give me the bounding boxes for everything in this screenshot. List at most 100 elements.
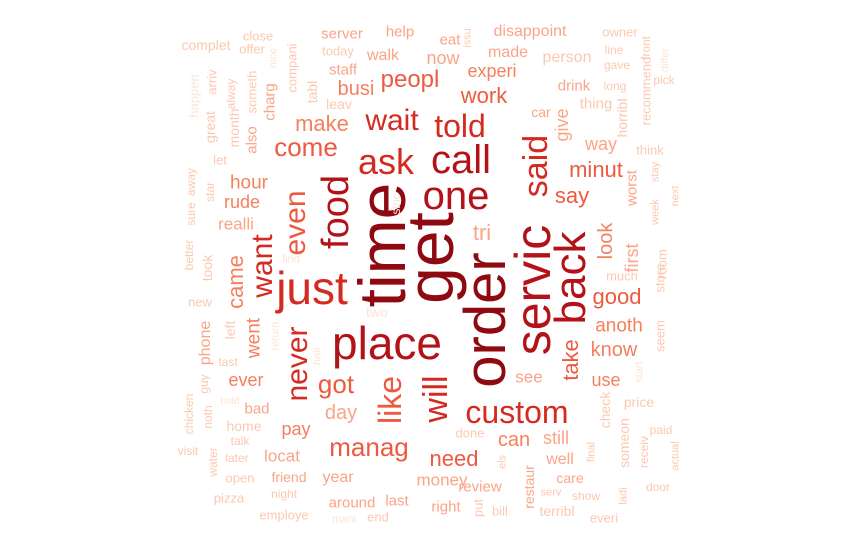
word-restaur: restaur [521, 465, 537, 509]
word-experi: experi [467, 61, 517, 81]
word-sinc: sinc [389, 193, 403, 215]
word-horribl: horribl [614, 98, 630, 138]
word-week: week [649, 199, 662, 225]
word-think: think [636, 142, 664, 158]
word-came: came [223, 255, 248, 309]
word-recommend: recommend [638, 56, 654, 126]
word-actual: actual [669, 441, 682, 471]
word-anoth: anoth [595, 315, 643, 337]
word-end: end [367, 509, 389, 525]
word-car: car [531, 104, 551, 120]
word-great: great [202, 111, 218, 143]
word-busi: busi [337, 78, 375, 100]
word-now: now [426, 48, 460, 68]
word-day: day [324, 402, 358, 424]
word-talk: talk [230, 434, 250, 448]
word-phone: phone [197, 320, 214, 366]
word-pizza: pizza [213, 490, 245, 506]
word-ever: ever [228, 370, 264, 390]
word-hair: hair [311, 346, 324, 366]
word-arriv: arriv [204, 69, 220, 95]
word-realli: realli [218, 214, 254, 234]
word-serv: serv [540, 486, 562, 499]
word-make: make [295, 111, 349, 136]
word-employe: employe [259, 507, 309, 523]
word-say: say [554, 183, 590, 208]
word-even: even [279, 190, 312, 256]
word-pay: pay [281, 419, 311, 439]
word-see: see [515, 367, 543, 387]
word-minut: minut [569, 157, 623, 182]
word-long: long [603, 79, 627, 93]
word-work: work [460, 83, 508, 108]
word-return: return [269, 321, 282, 351]
word-worst: worst [623, 170, 641, 206]
word-want: want [246, 234, 279, 298]
word-went: went [243, 317, 265, 359]
word-offer: offer [239, 41, 265, 57]
word-look: look [595, 222, 617, 260]
word-done: done [455, 425, 485, 441]
word-door: door [645, 480, 671, 494]
word-know: know [590, 339, 638, 361]
word-visit: visit [177, 444, 199, 458]
word-walk: walk [366, 47, 400, 64]
word-much: much [606, 268, 638, 284]
word-took: took [199, 254, 215, 282]
word-happen: happen [186, 74, 202, 118]
word-charg: charg [261, 83, 279, 121]
word-tast: tast [218, 355, 238, 369]
word-leav: leav [326, 96, 352, 112]
word-paid: paid [649, 423, 673, 437]
word-mani: mani [332, 513, 356, 526]
word-come: come [274, 132, 338, 162]
word-tabl: tabl [304, 80, 320, 104]
word-two: two [366, 304, 388, 320]
word-hour: hour [229, 172, 269, 194]
word-front: front [639, 35, 653, 61]
word-way: way [584, 134, 618, 154]
word-place: place [332, 317, 442, 369]
word-let: let [213, 152, 227, 168]
word-use: use [591, 370, 621, 390]
word-need: need [429, 446, 479, 471]
word-said: said [517, 134, 555, 198]
word-year: year [322, 469, 354, 486]
word-around: around [328, 494, 376, 512]
word-food: food [315, 175, 357, 249]
word-chicken: chicken [182, 393, 196, 435]
word-price: price [623, 394, 655, 410]
word-month: month [226, 108, 242, 148]
word-custom: custom [465, 394, 569, 430]
word-can: can [497, 429, 531, 451]
word-friend: friend [271, 469, 307, 485]
word-last: last [385, 492, 409, 510]
word-never: never [281, 326, 314, 402]
word-els: els [496, 454, 509, 470]
word-later: later [225, 451, 249, 465]
word-someth: someth [244, 70, 260, 114]
word-open: open [225, 470, 255, 486]
word-ladi: ladi [617, 487, 630, 505]
word-pick: pick [653, 73, 675, 87]
word-take: take [558, 339, 583, 381]
word-drink: drink [557, 77, 591, 95]
word-guy: guy [197, 374, 211, 394]
word-call: call [430, 138, 492, 182]
word-review: review [458, 478, 502, 496]
word-complet: complet [181, 37, 231, 53]
word-like: like [372, 375, 408, 425]
word-terribl: terribl [539, 503, 575, 519]
word-home: home [226, 418, 262, 434]
word-help: help [385, 23, 415, 41]
word-well: well [546, 451, 574, 468]
word-eat: eat [439, 31, 461, 49]
word-told: told [434, 108, 486, 144]
word-line: line [604, 43, 624, 57]
word-gave: gave [603, 58, 631, 72]
word-noth: noth [201, 405, 215, 429]
word-just: just [276, 262, 348, 314]
word-compani: compani [284, 43, 300, 93]
word-final: final [585, 441, 598, 463]
